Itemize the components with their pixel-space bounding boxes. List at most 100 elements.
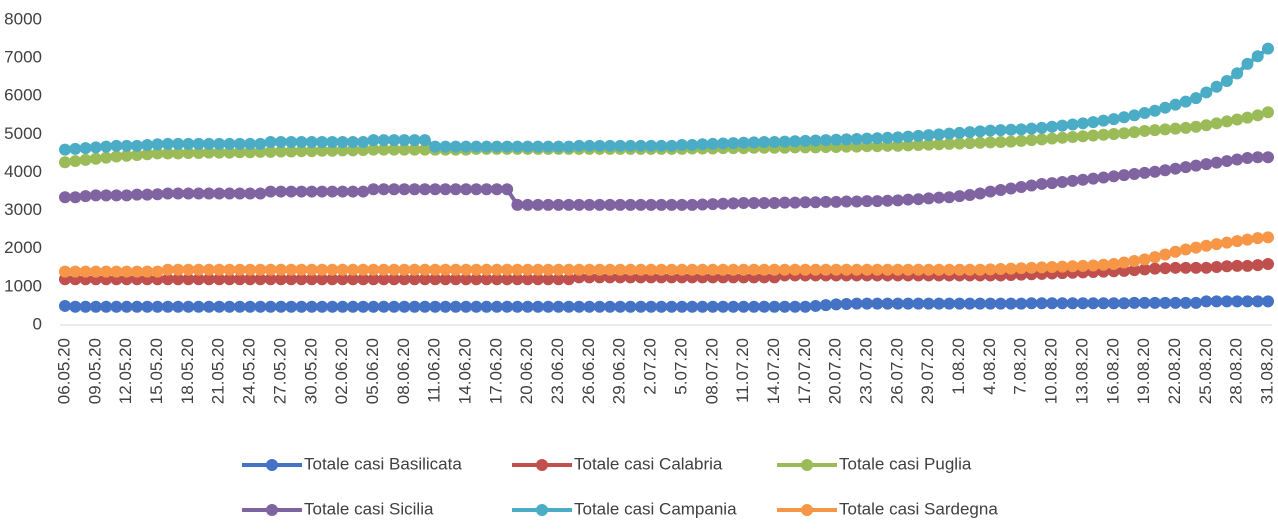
data-point xyxy=(511,140,524,153)
data-point xyxy=(706,198,719,211)
data-point xyxy=(1097,297,1110,310)
data-point xyxy=(511,273,524,286)
x-tick-label: 09.05.20 xyxy=(85,338,104,404)
data-point xyxy=(583,300,596,313)
data-point xyxy=(100,189,113,202)
data-point xyxy=(1015,180,1028,193)
data-point xyxy=(130,139,143,152)
data-point xyxy=(161,300,174,313)
data-point xyxy=(274,273,287,286)
data-point xyxy=(603,263,616,276)
data-point xyxy=(192,147,205,160)
data-point xyxy=(984,297,997,310)
data-point xyxy=(244,187,257,200)
data-point xyxy=(326,300,339,313)
data-point xyxy=(840,195,853,208)
data-point xyxy=(922,297,935,310)
data-point xyxy=(1076,297,1089,310)
x-tick-label: 06.05.20 xyxy=(54,338,73,404)
data-point xyxy=(449,183,462,196)
data-point xyxy=(305,263,318,276)
data-point xyxy=(460,273,472,286)
data-point xyxy=(418,300,431,313)
data-point xyxy=(449,140,462,153)
data-point xyxy=(1190,92,1203,105)
data-point xyxy=(542,198,555,211)
data-point xyxy=(830,298,843,311)
data-point xyxy=(377,143,390,156)
x-tick-label: 21.05.20 xyxy=(209,338,228,404)
data-point xyxy=(1107,170,1120,183)
data-point xyxy=(830,263,843,276)
data-point xyxy=(531,263,544,276)
data-point xyxy=(305,273,318,286)
data-point xyxy=(891,194,904,207)
data-point xyxy=(182,273,195,286)
data-point xyxy=(1107,258,1120,270)
data-point xyxy=(932,263,945,276)
data-point xyxy=(233,273,246,286)
data-point xyxy=(326,144,339,157)
data-point xyxy=(1056,176,1069,189)
data-point xyxy=(346,136,359,148)
data-point xyxy=(367,183,380,196)
data-point xyxy=(881,194,894,207)
y-tick-label: 4000 xyxy=(4,162,42,181)
data-point xyxy=(1148,296,1161,309)
data-point xyxy=(593,139,606,152)
data-point xyxy=(59,191,71,204)
data-point xyxy=(552,198,565,211)
data-point xyxy=(614,139,627,152)
data-point xyxy=(758,136,771,148)
data-point xyxy=(614,198,627,211)
data-point xyxy=(1169,98,1182,111)
data-point xyxy=(254,273,267,286)
data-point xyxy=(79,265,92,278)
data-point xyxy=(1118,127,1131,140)
data-point xyxy=(1087,259,1100,272)
data-point xyxy=(305,185,318,198)
data-point xyxy=(593,300,606,313)
data-point xyxy=(305,300,318,313)
data-point xyxy=(531,300,544,313)
data-point xyxy=(1118,297,1131,310)
data-point xyxy=(192,300,205,313)
data-point xyxy=(264,273,277,286)
data-point xyxy=(1190,120,1203,133)
data-point xyxy=(1035,297,1048,310)
data-point xyxy=(316,144,329,157)
data-point xyxy=(1076,173,1089,186)
x-tick-label: 11.06.20 xyxy=(425,338,444,403)
data-point xyxy=(902,130,915,143)
x-tick-label: 16.08.20 xyxy=(1103,338,1122,404)
data-point xyxy=(634,263,647,276)
data-point xyxy=(244,146,257,159)
data-point xyxy=(809,299,822,312)
data-point xyxy=(69,300,82,313)
data-point xyxy=(819,134,832,147)
data-point xyxy=(994,136,1007,148)
x-tick-label: 12.05.20 xyxy=(116,338,135,404)
legend-swatch-marker xyxy=(266,504,278,516)
data-point xyxy=(69,191,82,204)
data-point xyxy=(1262,42,1274,55)
data-point xyxy=(305,136,318,148)
data-point xyxy=(59,299,71,312)
data-point xyxy=(861,132,873,145)
data-point xyxy=(254,137,267,150)
data-point xyxy=(1046,297,1059,310)
y-tick-label: 5000 xyxy=(4,124,42,143)
data-point xyxy=(100,151,113,164)
data-point xyxy=(367,263,380,276)
data-point xyxy=(994,124,1007,137)
x-tick-label: 26.07.20 xyxy=(887,338,906,404)
data-point xyxy=(244,263,257,276)
data-point xyxy=(974,125,987,138)
data-point xyxy=(1169,296,1182,309)
data-point xyxy=(542,140,555,153)
data-point xyxy=(963,126,976,139)
data-point xyxy=(346,263,359,276)
data-point xyxy=(1220,260,1233,273)
data-point xyxy=(151,147,164,160)
data-point xyxy=(737,136,750,149)
